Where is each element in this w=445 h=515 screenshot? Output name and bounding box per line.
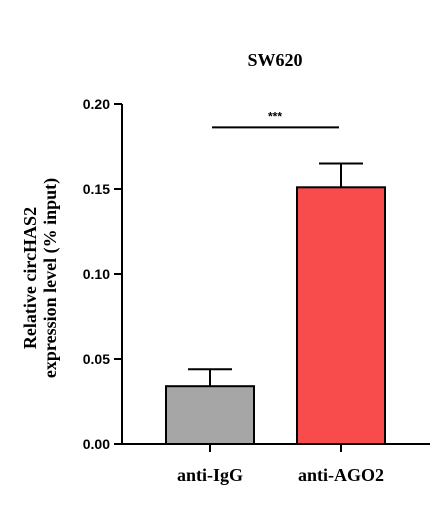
y-axis-label: Relative circHAS2 expression level (% in… xyxy=(20,178,61,378)
y-tick-label: 0.20 xyxy=(83,96,110,112)
y-axis-label-line1: Relative circHAS2 xyxy=(20,207,40,349)
y-tick-label: 0.15 xyxy=(83,181,110,197)
bar xyxy=(165,385,255,446)
y-tick-label: 0.05 xyxy=(83,351,110,367)
significance-label: *** xyxy=(268,109,282,123)
bar xyxy=(296,186,386,446)
y-tick-label: 0.10 xyxy=(83,266,110,282)
chart-title: SW620 xyxy=(247,50,302,70)
significance-annotation: *** xyxy=(212,109,339,129)
x-tick-label: anti-IgG xyxy=(177,465,243,485)
x-tick-label: anti-AGO2 xyxy=(298,465,384,485)
y-tick-label: 0.00 xyxy=(83,436,110,452)
bars: anti-IgG anti-AGO2 xyxy=(165,162,386,485)
y-axis-label-line2: expression level (% input) xyxy=(40,178,61,378)
